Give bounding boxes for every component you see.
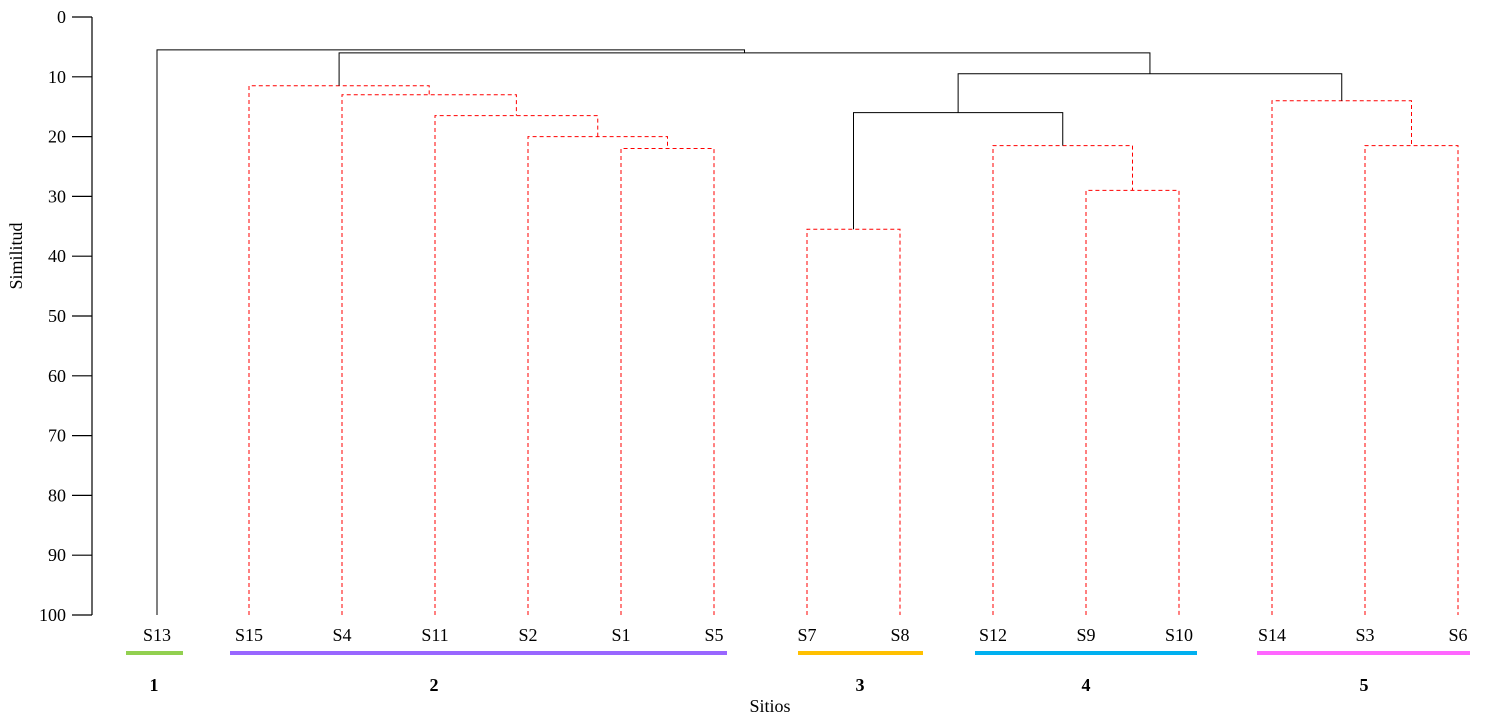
dendrogram-branch bbox=[1364, 145, 1459, 615]
dendrogram-branch bbox=[620, 148, 715, 615]
dendrogram-branch bbox=[992, 145, 1133, 615]
leaf-label: S7 bbox=[797, 625, 816, 645]
dendrogram-branch bbox=[156, 49, 746, 615]
y-tick-label: 20 bbox=[48, 127, 66, 147]
group-label: 3 bbox=[856, 675, 865, 695]
dendrogram-branches bbox=[156, 49, 1459, 615]
dendrogram-branch bbox=[341, 94, 517, 615]
y-tick-label: 90 bbox=[48, 545, 66, 565]
y-tick-label: 30 bbox=[48, 186, 66, 206]
dendrogram-branch bbox=[434, 115, 599, 615]
dendrogram-branch bbox=[957, 73, 1343, 113]
leaf-label: S15 bbox=[235, 625, 263, 645]
y-axis: 0 10 20 30 40 50 60 70 80 90 100 bbox=[39, 7, 93, 625]
y-tick-label: 10 bbox=[48, 67, 66, 87]
leaf-label: S4 bbox=[332, 625, 351, 645]
y-tick-label: 80 bbox=[48, 485, 66, 505]
dendrogram-branch bbox=[806, 228, 901, 615]
group-bars: 1 2 3 4 5 bbox=[126, 651, 1470, 695]
dendrogram-branch bbox=[338, 52, 1151, 86]
x-axis-title: Sitios bbox=[749, 696, 790, 716]
leaf-label: S6 bbox=[1448, 625, 1467, 645]
group-label: 2 bbox=[430, 675, 439, 695]
y-tick-label: 50 bbox=[48, 306, 66, 326]
leaf-labels: S13 S15 S4 S11 S2 S1 S5 S7 S8 S12 S9 S10 S14 S3 S6 bbox=[143, 625, 1468, 645]
leaf-label: S14 bbox=[1258, 625, 1286, 645]
group-label: 1 bbox=[150, 675, 159, 695]
leaf-label: S12 bbox=[979, 625, 1007, 645]
y-tick-label: 0 bbox=[57, 7, 66, 27]
y-tick-label: 40 bbox=[48, 246, 66, 266]
group-label: 4 bbox=[1082, 675, 1091, 695]
leaf-label: S3 bbox=[1355, 625, 1374, 645]
y-tick-label: 70 bbox=[48, 426, 66, 446]
leaf-label: S8 bbox=[890, 625, 909, 645]
dendrogram-branch bbox=[853, 112, 1064, 230]
leaf-label: S11 bbox=[421, 625, 448, 645]
leaf-label: S1 bbox=[611, 625, 630, 645]
leaf-label: S2 bbox=[518, 625, 537, 645]
leaf-label: S9 bbox=[1076, 625, 1095, 645]
dendrogram-branch bbox=[248, 85, 430, 615]
leaf-label: S5 bbox=[704, 625, 723, 645]
y-tick-label: 100 bbox=[39, 605, 66, 625]
y-tick-label: 60 bbox=[48, 366, 66, 386]
group-label: 5 bbox=[1360, 675, 1369, 695]
dendrogram-branch bbox=[1085, 189, 1180, 615]
leaf-label: S13 bbox=[143, 625, 171, 645]
dendrogram-branch bbox=[1271, 100, 1412, 615]
dendrogram-branch bbox=[527, 136, 668, 615]
leaf-label: S10 bbox=[1165, 625, 1193, 645]
y-axis-title: Similitud bbox=[6, 222, 26, 289]
